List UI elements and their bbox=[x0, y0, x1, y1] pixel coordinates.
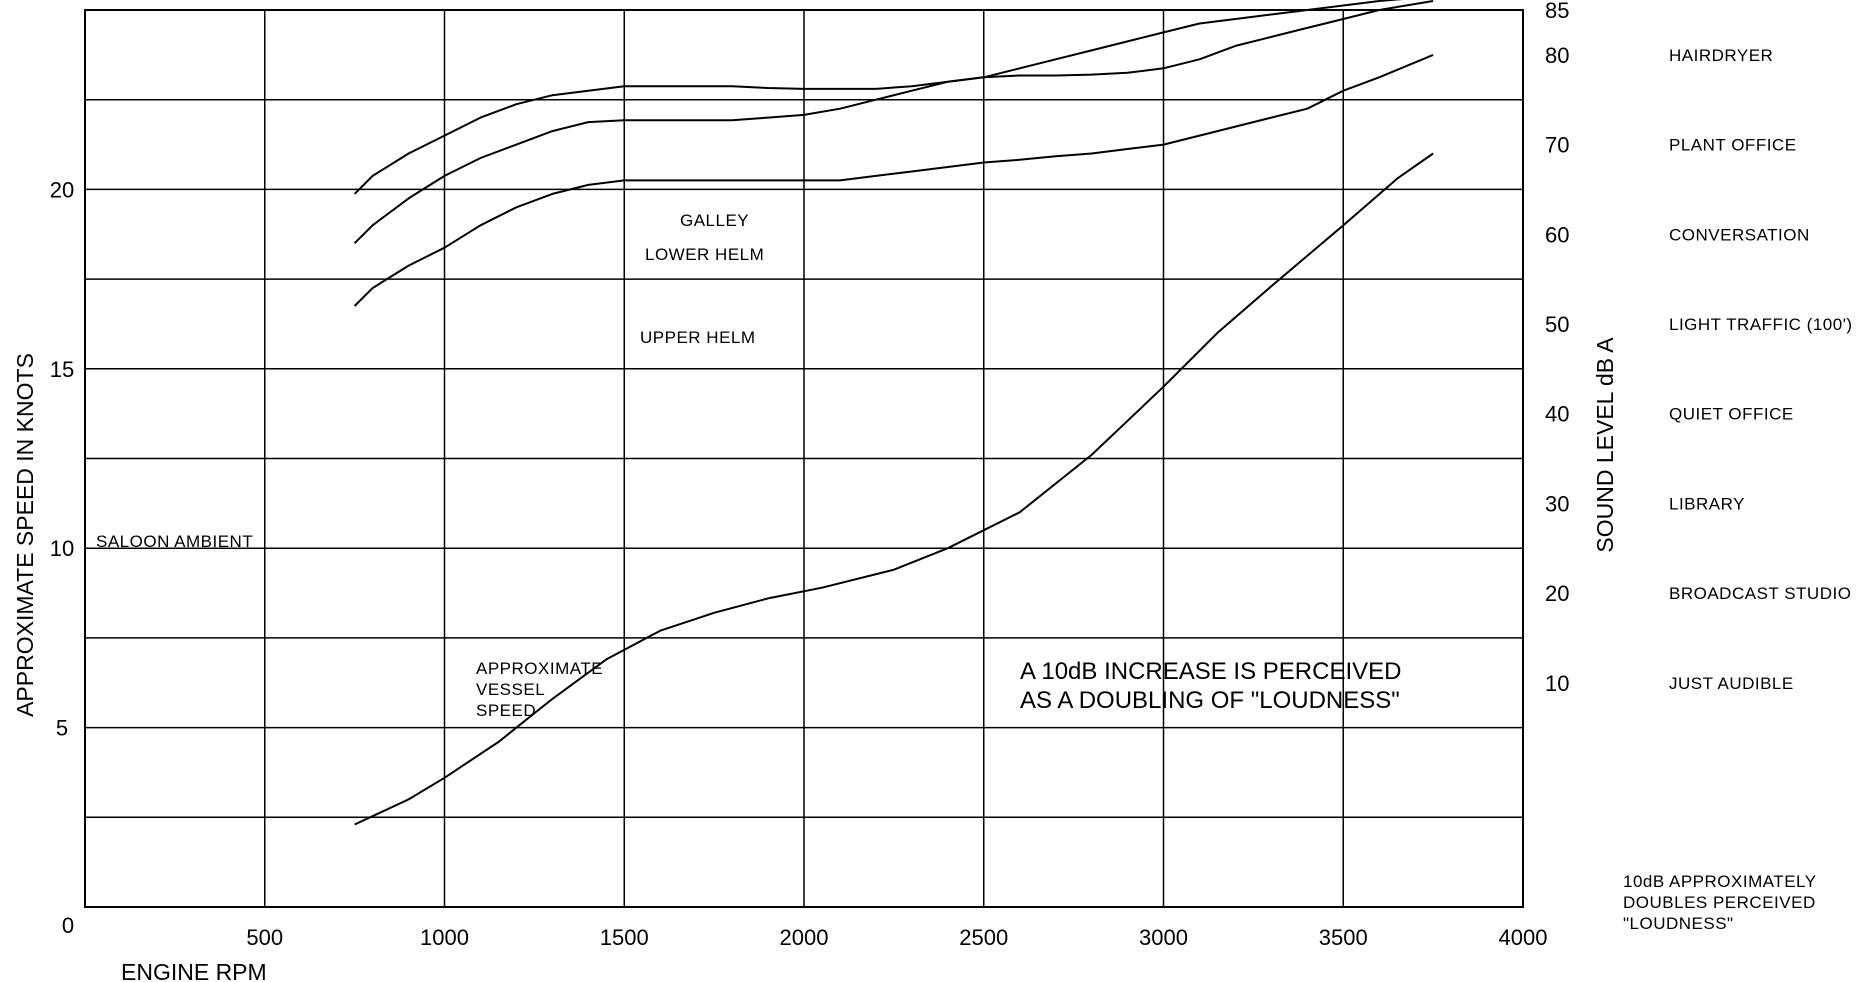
y-right-tick-label: 20 bbox=[1545, 581, 1569, 606]
x-tick-label: 500 bbox=[246, 925, 283, 950]
x-tick-label: 4000 bbox=[1499, 925, 1548, 950]
y-right-tick-label: 80 bbox=[1545, 43, 1569, 68]
lower-helm-series-label: LOWER HELM bbox=[645, 245, 764, 264]
sound-reference-label: PLANT OFFICE bbox=[1669, 136, 1797, 155]
y-right-tick-label: 50 bbox=[1545, 312, 1569, 337]
y-right-tick-label: 85 bbox=[1545, 0, 1569, 23]
sound-reference-label: BROADCAST STUDIO bbox=[1669, 584, 1851, 603]
y-left-tick-label: 5 bbox=[56, 716, 68, 741]
galley-series-label: GALLEY bbox=[680, 211, 749, 230]
series-line-approximate-vessel-speed bbox=[354, 152, 1434, 826]
left-axis-title: APPROXIMATE SPEED IN KNOTS bbox=[12, 353, 38, 717]
y-right-tick-label: 60 bbox=[1545, 222, 1569, 247]
grid bbox=[84, 9, 1524, 908]
saloon-ambient-label: SALOON AMBIENT bbox=[96, 532, 253, 551]
loudness-note-line2: AS A DOUBLING OF "LOUDNESS" bbox=[1020, 687, 1400, 714]
sound-reference-label: JUST AUDIBLE bbox=[1669, 674, 1794, 693]
y-right-tick-label: 40 bbox=[1545, 402, 1569, 427]
doubling-note-line3: "LOUDNESS" bbox=[1623, 914, 1734, 933]
doubling-note-line2: DOUBLES PERCEIVED bbox=[1623, 893, 1816, 912]
right-axis-title: SOUND LEVEL dB A bbox=[1592, 337, 1618, 553]
y-right-tick-label: 10 bbox=[1545, 671, 1569, 696]
doubling-note-line1: 10dB APPROXIMATELY bbox=[1623, 872, 1817, 891]
sound-reference-label: LIBRARY bbox=[1669, 494, 1745, 513]
loudness-note-line1: A 10dB INCREASE IS PERCEIVED bbox=[1020, 658, 1401, 685]
series-line-lower-helm bbox=[353, 0, 1434, 244]
sound-reference-label: LIGHT TRAFFIC (100') bbox=[1669, 315, 1853, 334]
x-tick-label: 1500 bbox=[600, 925, 649, 950]
y-left-tick-label: 15 bbox=[50, 357, 74, 382]
vessel-speed-label-line2: VESSEL bbox=[476, 680, 545, 699]
sound-reference-label: CONVERSATION bbox=[1669, 225, 1810, 244]
y-left-tick-label: 20 bbox=[50, 177, 74, 202]
labels: GALLEY LOWER HELM UPPER HELM SALOON AMBI… bbox=[12, 211, 1817, 982]
y-right-tick-label: 70 bbox=[1545, 133, 1569, 158]
tick-labels: 0 500 1000 1500 2000 2500 3000 3500 4000 5 10 15 20 1… bbox=[50, 0, 1570, 950]
x-tick-label: 2000 bbox=[780, 925, 829, 950]
series-line-upper-helm bbox=[353, 53, 1434, 307]
series-lines bbox=[353, 0, 1434, 826]
vessel-speed-label-line1: APPROXIMATE bbox=[476, 659, 603, 678]
x-axis-title: ENGINE RPM bbox=[121, 959, 267, 982]
series-line-galley bbox=[353, 0, 1404, 195]
y-left-tick-label: 10 bbox=[50, 536, 74, 561]
y-right-tick-label: 30 bbox=[1545, 491, 1569, 516]
sound-reference-label: HAIRDRYER bbox=[1669, 46, 1773, 65]
x-tick-label: 3000 bbox=[1139, 925, 1188, 950]
x-tick-label: 1000 bbox=[420, 925, 469, 950]
vessel-speed-label-line3: SPEED bbox=[476, 701, 536, 720]
sound-reference-label: QUIET OFFICE bbox=[1669, 405, 1794, 424]
x-tick-label: 3500 bbox=[1319, 925, 1368, 950]
upper-helm-series-label: UPPER HELM bbox=[640, 328, 756, 347]
x-tick-label: 2500 bbox=[959, 925, 1008, 950]
x-tick-label: 0 bbox=[62, 913, 74, 938]
sound-reference-labels: CITY TRAFFICHAIRDRYERPLANT OFFICECONVERS… bbox=[1669, 46, 1853, 693]
